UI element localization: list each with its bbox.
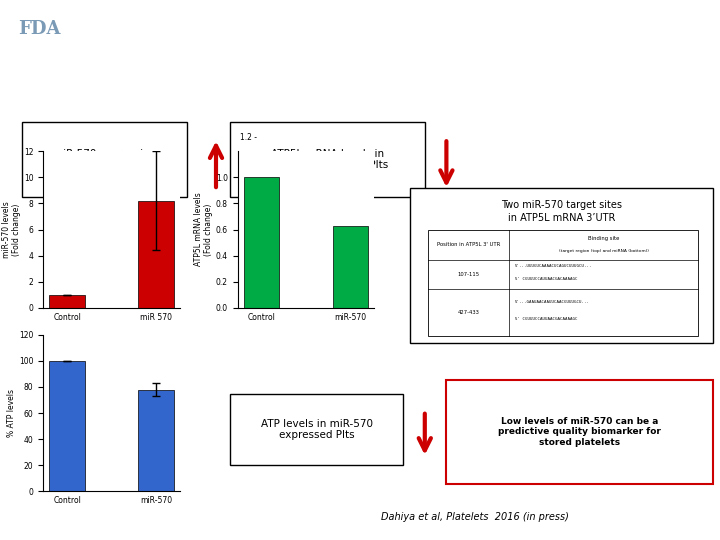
FancyBboxPatch shape [410,187,713,343]
Text: in ATP5L mRNA 3’UTR: in ATP5L mRNA 3’UTR [508,213,616,223]
Y-axis label: miR-570 levels
(Fold change): miR-570 levels (Fold change) [1,201,21,258]
Bar [138,201,174,308]
FancyBboxPatch shape [230,394,403,465]
Text: 5'...GAAUAACAAUUCAACGUUUGCU...: 5'...GAAUAACAAUUCAACGUUUGCU... [515,300,590,304]
Y-axis label: ATP5L mRNA levels
(Fold change): ATP5L mRNA levels (Fold change) [194,193,213,266]
Text: ATP levels in miR-570
expressed Plts: ATP levels in miR-570 expressed Plts [261,419,373,441]
Text: 5' CGUUUCCAUUAACGACAAAAGC: 5' CGUUUCCAUUAACGACAAAAGC [515,317,577,321]
Text: Two miR-570 target sites: Two miR-570 target sites [501,200,622,210]
Text: www.fda.gov: www.fda.gov [652,15,706,24]
Text: FDA: FDA [18,21,61,38]
Text: ATP5L mRNA levels in
miR-570 expressed Plts: ATP5L mRNA levels in miR-570 expressed P… [266,148,389,170]
Bar [333,226,368,308]
Text: (target region (top) and miRNA (bottom)): (target region (top) and miRNA (bottom)) [559,249,649,253]
Text: 1.2 -: 1.2 - [240,133,257,142]
Text: 5' CGUUUCCAUUAACGACAAAAGC: 5' CGUUUCCAUUAACGACAAAAGC [515,276,577,281]
Y-axis label: % ATP levels: % ATP levels [7,389,16,437]
Bar [50,361,85,491]
FancyBboxPatch shape [446,380,713,484]
Text: Low levels of miR-570 can be a
predictive quality biomarker for
stored platelets: Low levels of miR-570 can be a predictiv… [498,417,661,447]
Text: miR-570 expression
in platelets (Plts): miR-570 expression in platelets (Plts) [53,148,156,170]
Text: 5'...UUUGUCAAAACUCAGUCUUUGCU...: 5'...UUUGUCAAAACUCAGUCUUUGCU... [515,264,593,268]
Text: 427-433: 427-433 [458,310,480,315]
Text: Binding site: Binding site [588,236,620,241]
Text: 107-115: 107-115 [458,272,480,277]
Text: U.S. Food and Drug Administration: U.S. Food and Drug Administration [108,15,325,25]
FancyBboxPatch shape [230,122,425,197]
FancyBboxPatch shape [7,7,72,52]
Bar [244,177,279,308]
Text: Position in ATP5L 3' UTR: Position in ATP5L 3' UTR [437,242,500,247]
Bar [138,390,174,491]
Bar [50,295,85,308]
Bar [428,230,698,336]
Text: Dahiya et al, Platelets  2016 (in press): Dahiya et al, Platelets 2016 (in press) [382,511,569,522]
Text: Protecting and Promoting Public Health: Protecting and Promoting Public Health [108,34,274,43]
FancyBboxPatch shape [22,122,187,197]
